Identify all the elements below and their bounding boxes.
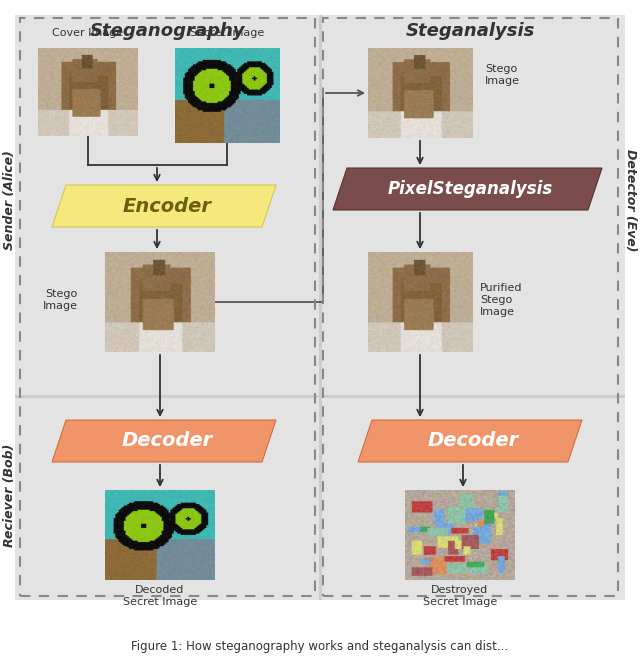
Text: Decoder: Decoder <box>122 432 212 450</box>
Text: Stego
Image: Stego Image <box>485 64 520 86</box>
Bar <box>20 18 315 596</box>
Polygon shape <box>333 168 602 210</box>
Text: PixelSteganalysis: PixelSteganalysis <box>387 180 552 198</box>
Bar <box>319 15 322 600</box>
Text: Decoded
Secret Image: Decoded Secret Image <box>123 585 197 607</box>
Bar <box>15 15 625 600</box>
Text: Stego
Image: Stego Image <box>43 289 78 311</box>
Polygon shape <box>52 420 276 462</box>
Text: Decoder: Decoder <box>428 432 518 450</box>
Text: Secret Image: Secret Image <box>190 28 264 38</box>
Text: Sender (Alice): Sender (Alice) <box>3 150 17 250</box>
Bar <box>323 18 618 596</box>
Text: Steganalysis: Steganalysis <box>405 22 534 40</box>
Text: Encoder: Encoder <box>122 196 211 215</box>
Text: Detector (Eve): Detector (Eve) <box>623 149 637 251</box>
Polygon shape <box>52 185 276 227</box>
Text: Steganography: Steganography <box>89 22 244 40</box>
Text: Purified
Stego
Image: Purified Stego Image <box>480 282 522 318</box>
Polygon shape <box>358 420 582 462</box>
Bar <box>15 395 625 398</box>
Text: Reciever (Bob): Reciever (Bob) <box>3 444 17 547</box>
Text: Cover Image: Cover Image <box>52 28 124 38</box>
Text: Figure 1: How steganography works and steganalysis can dist...: Figure 1: How steganography works and st… <box>131 640 509 653</box>
Text: Destroyed
Secret Image: Destroyed Secret Image <box>423 585 497 607</box>
